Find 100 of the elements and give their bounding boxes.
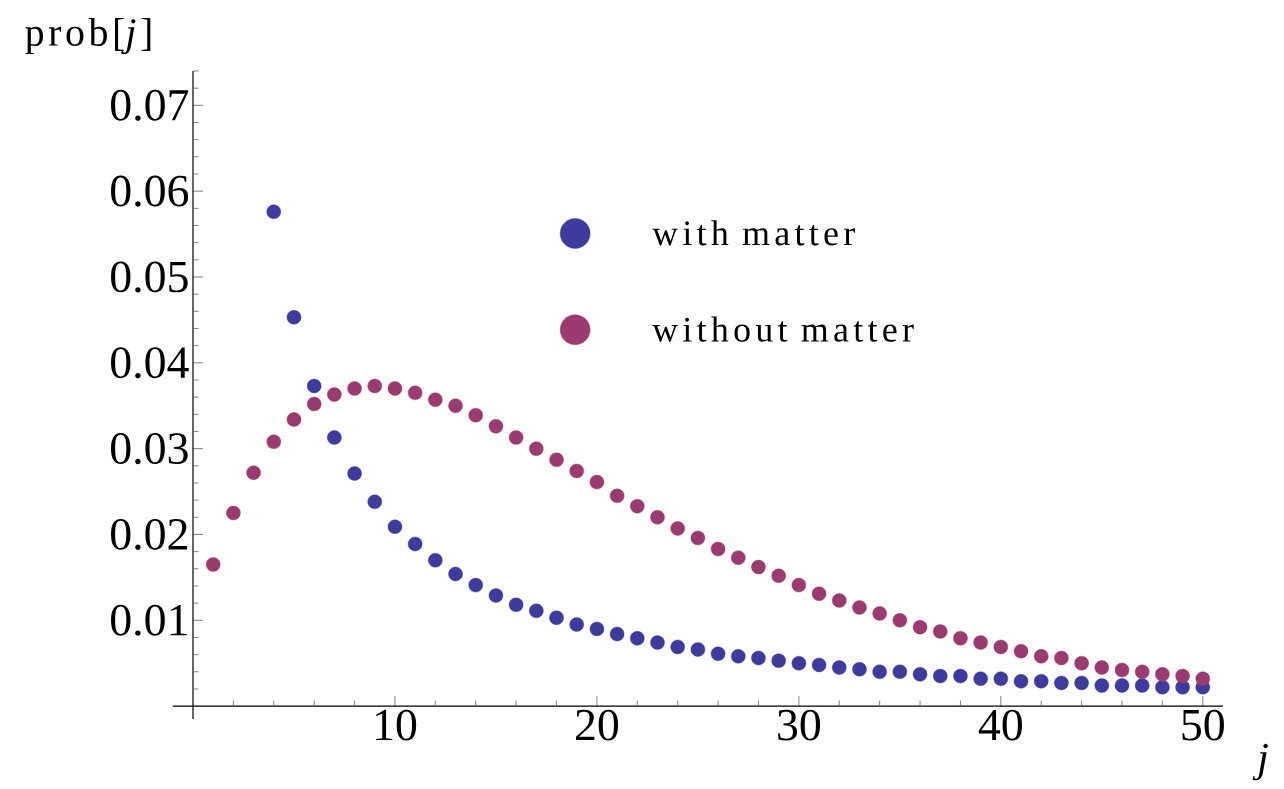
y-tick-label: 0.03 [111, 433, 188, 465]
y-tick-label: 0.06 [111, 175, 189, 207]
point [933, 668, 948, 684]
x-tick-label: 50 [1182, 709, 1224, 741]
point [367, 494, 382, 510]
y-tick-label: 0.05 [111, 261, 188, 293]
point [1054, 675, 1069, 691]
point [448, 566, 463, 582]
point [226, 505, 241, 521]
point [892, 664, 908, 679]
point [710, 646, 726, 661]
point [710, 541, 726, 557]
point [872, 664, 887, 679]
point [266, 204, 281, 219]
point [670, 639, 685, 655]
x-axis-title: j [1252, 743, 1268, 781]
point [953, 668, 968, 684]
point [1155, 667, 1170, 682]
point [1135, 664, 1150, 679]
point [448, 398, 463, 413]
point [912, 619, 928, 635]
point [306, 396, 322, 412]
point [1034, 649, 1049, 664]
y-tick-label: 0.04 [111, 347, 189, 379]
point [852, 662, 867, 677]
point [731, 550, 746, 565]
x-tick-label: 30 [778, 709, 821, 741]
point [1155, 680, 1170, 695]
point [327, 430, 342, 445]
point [1114, 662, 1130, 678]
point [1013, 644, 1029, 659]
point [569, 617, 584, 632]
point [731, 649, 746, 664]
point [650, 635, 665, 650]
point [1074, 656, 1089, 671]
point [1013, 674, 1029, 689]
point [771, 653, 786, 668]
point [852, 600, 867, 615]
point [953, 631, 968, 646]
point [832, 660, 847, 675]
point [367, 378, 382, 394]
point [407, 536, 423, 552]
point [589, 474, 605, 490]
point [327, 387, 342, 402]
point [529, 603, 544, 619]
x-tick-label: 20 [576, 709, 619, 741]
point [428, 392, 443, 407]
point [1034, 674, 1049, 689]
point [609, 488, 625, 504]
point [791, 577, 807, 593]
point [488, 419, 504, 434]
y-tick-label: 0.07 [111, 89, 189, 121]
point [205, 557, 221, 572]
point [973, 635, 988, 650]
point [387, 381, 403, 396]
point [246, 465, 261, 480]
y-axis-title: prob[j] [25, 17, 151, 55]
point [468, 407, 483, 423]
point [549, 610, 564, 625]
point [1135, 678, 1150, 693]
legend-label: with matter [652, 220, 855, 246]
point [670, 521, 685, 536]
point [589, 621, 605, 637]
point [1094, 678, 1110, 693]
point [771, 568, 786, 583]
point [266, 434, 281, 449]
point [993, 671, 1009, 686]
y-tick-label: 0.02 [111, 518, 187, 551]
point [912, 667, 928, 682]
point [690, 642, 706, 657]
point [428, 553, 443, 568]
point [630, 631, 645, 646]
point [1175, 668, 1190, 684]
point [1054, 650, 1069, 666]
point [650, 510, 665, 525]
point [347, 381, 362, 396]
point [751, 559, 766, 575]
point [407, 385, 423, 401]
point [609, 626, 625, 642]
legend-label: without matter [652, 316, 914, 342]
point [529, 441, 544, 456]
point [933, 624, 948, 639]
point [892, 613, 908, 628]
point [549, 452, 564, 467]
point [973, 671, 988, 686]
point [1195, 671, 1210, 686]
point [791, 656, 807, 671]
point [286, 310, 302, 325]
point [306, 378, 322, 394]
point [488, 588, 504, 603]
point [569, 463, 584, 479]
point [508, 597, 524, 613]
point [832, 593, 847, 608]
point [872, 606, 887, 621]
point [1074, 675, 1089, 691]
point [508, 430, 524, 445]
point [811, 657, 827, 673]
y-tick-label: 0.01 [111, 604, 187, 636]
point [1114, 678, 1130, 693]
point [630, 498, 645, 514]
